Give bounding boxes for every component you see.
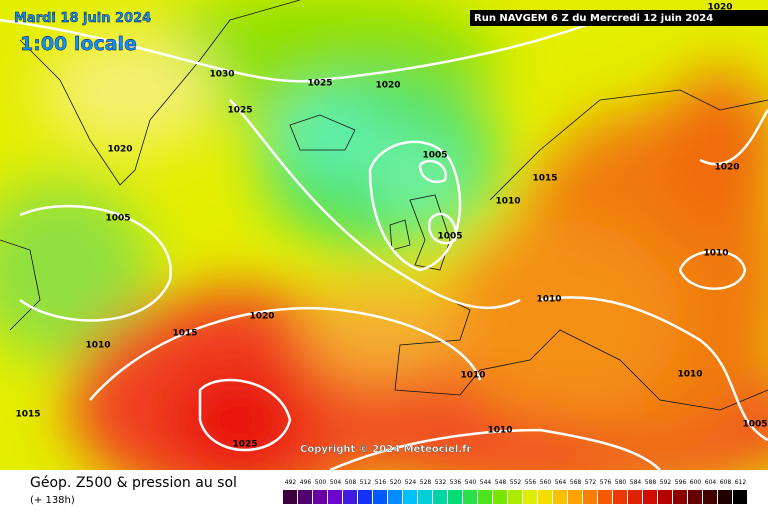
isobar-label: 1025 bbox=[227, 106, 252, 116]
legend-label: 492 bbox=[285, 479, 297, 486]
legend-swatch bbox=[433, 490, 447, 504]
isobar-label: 1020 bbox=[714, 163, 739, 173]
legend-label: 604 bbox=[705, 479, 717, 486]
legend-swatch bbox=[688, 490, 702, 504]
legend-swatch bbox=[733, 490, 747, 504]
legend-swatch bbox=[343, 490, 357, 504]
legend-label: 516 bbox=[375, 479, 387, 486]
legend-label: 556 bbox=[525, 479, 537, 486]
legend-label: 596 bbox=[675, 479, 687, 486]
isobar-lines bbox=[0, 18, 768, 472]
legend-swatch bbox=[718, 490, 732, 504]
legend-swatch bbox=[628, 490, 642, 504]
legend-swatch bbox=[418, 490, 432, 504]
legend-swatch bbox=[478, 490, 492, 504]
legend-label: 496 bbox=[300, 479, 312, 486]
legend-label: 544 bbox=[480, 479, 492, 486]
legend-label: 532 bbox=[435, 479, 447, 486]
legend-label: 528 bbox=[420, 479, 432, 486]
legend-swatch bbox=[658, 490, 672, 504]
legend-swatch bbox=[553, 490, 567, 504]
footer-title: Géop. Z500 & pression au sol bbox=[30, 475, 237, 491]
legend-label: 560 bbox=[540, 479, 552, 486]
coastlines bbox=[0, 0, 768, 411]
legend-swatch bbox=[448, 490, 462, 504]
legend-label: 592 bbox=[660, 479, 672, 486]
legend-swatch bbox=[388, 490, 402, 504]
isobar-label: 1020 bbox=[707, 3, 732, 13]
isobar-label: 1010 bbox=[487, 426, 512, 436]
isobar-label: 1020 bbox=[375, 81, 400, 91]
legend-label: 588 bbox=[645, 479, 657, 486]
legend-label: 500 bbox=[315, 479, 327, 486]
copyright: Copyright © 2024 Meteociel.fr bbox=[300, 444, 471, 455]
legend-label: 576 bbox=[600, 479, 612, 486]
legend-label: 508 bbox=[345, 479, 357, 486]
isobar-label: 1010 bbox=[85, 341, 110, 351]
legend-swatch bbox=[403, 490, 417, 504]
isobar-label: 1015 bbox=[15, 410, 40, 420]
isobar-label: 1015 bbox=[532, 174, 557, 184]
isobar-labels: 1020 1030 1025 1020 1025 1020 1005 1015 1010 1020… bbox=[15, 3, 767, 450]
isobar-label: 1025 bbox=[307, 79, 332, 89]
isobar-label: 1015 bbox=[172, 329, 197, 339]
legend-label: 584 bbox=[630, 479, 642, 486]
legend-label: 512 bbox=[360, 479, 372, 486]
legend-label: 536 bbox=[450, 479, 462, 486]
legend-swatch bbox=[523, 490, 537, 504]
legend-swatch bbox=[328, 490, 342, 504]
valid-time: 1:00 locale bbox=[20, 33, 137, 55]
legend-label: 504 bbox=[330, 479, 342, 486]
legend-swatch bbox=[598, 490, 612, 504]
legend-swatch bbox=[493, 490, 507, 504]
isobar-label: 1010 bbox=[677, 370, 702, 380]
legend-swatch bbox=[463, 490, 477, 504]
legend-label: 600 bbox=[690, 479, 702, 486]
isobar-label: 1005 bbox=[437, 232, 462, 242]
legend-label: 564 bbox=[555, 479, 567, 486]
isobar-label: 1005 bbox=[742, 420, 767, 430]
legend-swatch bbox=[373, 490, 387, 504]
legend-label: 608 bbox=[720, 479, 732, 486]
legend-swatch bbox=[313, 490, 327, 504]
isobar-label: 1030 bbox=[209, 70, 234, 80]
legend-swatch bbox=[643, 490, 657, 504]
isobar-label: 1025 bbox=[232, 440, 257, 450]
legend-swatch bbox=[613, 490, 627, 504]
legend-label: 524 bbox=[405, 479, 417, 486]
legend-label: 572 bbox=[585, 479, 597, 486]
legend-swatch bbox=[538, 490, 552, 504]
run-info: Run NAVGEM 6 Z du Mercredi 12 juin 2024 bbox=[474, 13, 713, 24]
legend-label: 612 bbox=[735, 479, 747, 486]
valid-date: Mardi 18 juin 2024 bbox=[14, 11, 151, 26]
isobar-label: 1010 bbox=[703, 249, 728, 259]
legend-swatch bbox=[703, 490, 717, 504]
isobar-label: 1005 bbox=[105, 214, 130, 224]
legend-swatch bbox=[508, 490, 522, 504]
color-legend: 492 496 500 504 508 512 516 520 524 528 532 536 540 5… bbox=[283, 479, 747, 504]
legend-swatch bbox=[298, 490, 312, 504]
legend-swatch bbox=[673, 490, 687, 504]
isobar-label: 1010 bbox=[536, 295, 561, 305]
legend-swatch bbox=[568, 490, 582, 504]
isobar-label: 1020 bbox=[107, 145, 132, 155]
legend-label: 520 bbox=[390, 479, 402, 486]
isobar-label: 1010 bbox=[495, 197, 520, 207]
legend-label: 540 bbox=[465, 479, 477, 486]
legend-swatch bbox=[583, 490, 597, 504]
isobar-label: 1010 bbox=[460, 371, 485, 381]
legend-swatch bbox=[283, 490, 297, 504]
footer-subtitle: (+ 138h) bbox=[30, 495, 75, 506]
legend-label: 548 bbox=[495, 479, 507, 486]
legend-label: 552 bbox=[510, 479, 522, 486]
legend-label: 568 bbox=[570, 479, 582, 486]
legend-label: 580 bbox=[615, 479, 627, 486]
isobar-label: 1020 bbox=[249, 312, 274, 322]
isobar-label: 1005 bbox=[422, 151, 447, 161]
run-banner bbox=[470, 10, 768, 26]
legend-swatch bbox=[358, 490, 372, 504]
